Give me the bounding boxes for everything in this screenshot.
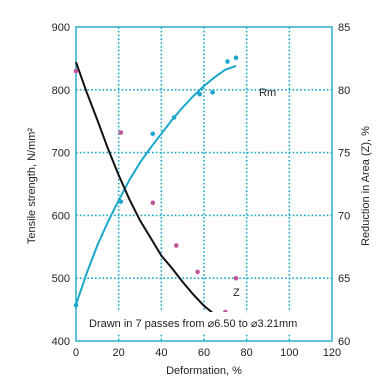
x-tick-label: 100 <box>280 347 298 359</box>
series-label-rm: Rm <box>259 87 276 99</box>
y2-axis-title: Reduction in Area (Z), % <box>360 126 372 246</box>
point-rm <box>197 91 203 97</box>
y-tick-label: 800 <box>52 85 70 97</box>
y2-tick-label: 85 <box>338 22 350 34</box>
y-tick-label: 600 <box>52 210 70 222</box>
x-tick-label: 60 <box>198 347 210 359</box>
y-axis-title: Tensile strength, N/mm² <box>26 128 38 244</box>
y-tick-label: 900 <box>52 22 70 34</box>
point-rm <box>233 55 239 61</box>
y2-tick-label: 70 <box>338 210 350 222</box>
grid-layer <box>75 26 333 342</box>
x-tick-label: 0 <box>73 347 79 359</box>
y-tick-label: 400 <box>52 336 70 348</box>
x-tick-label: 40 <box>155 347 167 359</box>
point-layer <box>73 55 239 315</box>
point-rm <box>171 115 177 120</box>
point-z <box>195 269 200 275</box>
y2-tick-label: 75 <box>338 148 350 160</box>
x-tick-label: 20 <box>113 347 125 359</box>
x-axis-title: Deformation, % <box>166 365 242 377</box>
point-z <box>233 275 239 281</box>
y-tick-label: 700 <box>52 148 70 160</box>
curve-layer <box>75 61 237 325</box>
annotation-box <box>82 312 327 334</box>
point-rm <box>73 302 79 308</box>
point-z <box>173 243 179 248</box>
point-rm <box>225 59 230 64</box>
point-rm <box>210 90 215 95</box>
point-z <box>150 200 156 206</box>
plot-frame <box>75 26 333 342</box>
y2-tick-label: 65 <box>338 273 350 285</box>
point-rm <box>150 131 156 137</box>
point-z <box>73 68 79 74</box>
point-z <box>118 130 124 135</box>
curve-z <box>75 61 226 325</box>
point-rm <box>118 199 124 204</box>
x-tick-label: 120 <box>323 347 341 359</box>
tick-layer: 0 20 40 60 80 100 120 400 500 600 700 800 900 60 65 70 7… <box>52 22 351 359</box>
x-tick-label: 80 <box>241 347 253 359</box>
annotation-text: Drawn in 7 passes from ⌀6.50 to ⌀3.21mm <box>89 318 297 330</box>
y2-tick-label: 80 <box>338 85 350 97</box>
curve-rm <box>75 64 237 305</box>
y-tick-label: 500 <box>52 273 70 285</box>
series-label-z: Z <box>233 287 240 299</box>
y2-tick-label: 60 <box>338 336 350 348</box>
